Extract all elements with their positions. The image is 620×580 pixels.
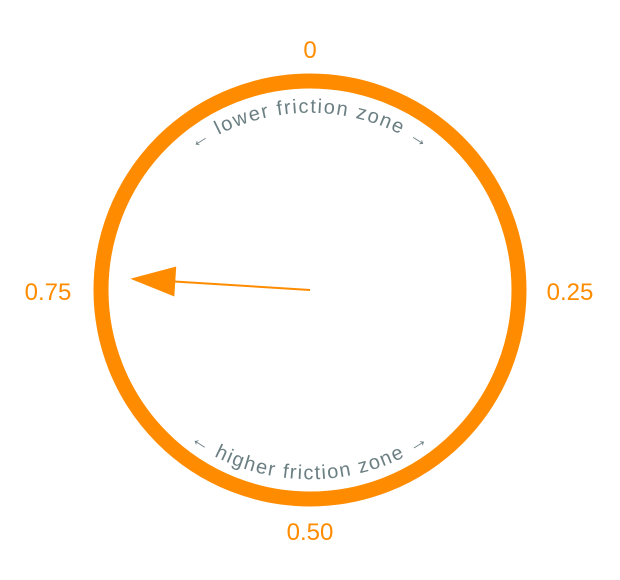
tick-label-bottom: 0.50 — [287, 519, 334, 546]
dial-pointer — [129, 264, 311, 305]
tick-label-top: 0 — [303, 37, 316, 64]
pointer-shaft — [172, 281, 310, 290]
pointer-arrowhead — [129, 264, 176, 297]
tick-label-left: 0.75 — [25, 279, 72, 306]
tick-label-right: 0.25 — [547, 279, 594, 306]
